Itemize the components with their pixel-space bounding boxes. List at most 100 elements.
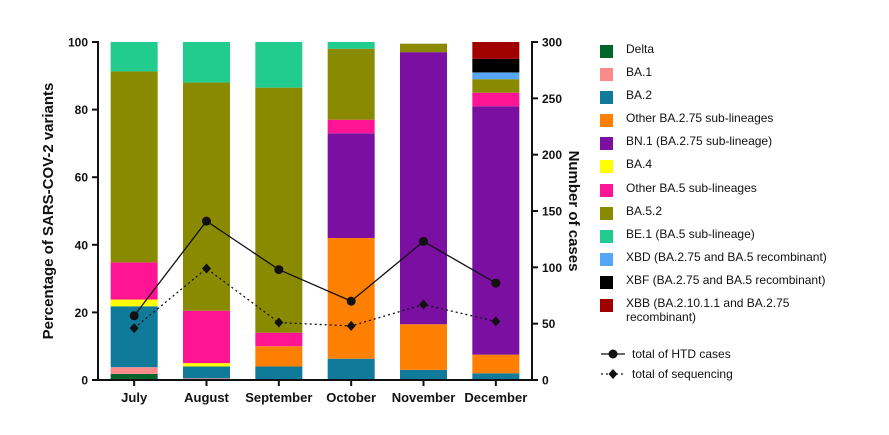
bar-segment <box>327 133 375 239</box>
legend-swatch <box>600 229 613 243</box>
x-tick-label: August <box>184 390 229 405</box>
line-point <box>346 320 356 331</box>
y-tick-label: 20 <box>75 306 89 320</box>
y2-axis-title: Number of cases <box>565 151 582 272</box>
legend-item: XBD (BA.2.75 and BA.5 recombinant) <box>600 250 885 273</box>
x-tick-label: October <box>326 390 376 405</box>
bar-segment <box>110 299 158 307</box>
y-tick-label: 40 <box>75 238 89 252</box>
y2-tick-label: 0 <box>542 374 549 388</box>
bar-segment <box>472 79 520 93</box>
lines-group <box>129 216 501 334</box>
legend-swatch <box>600 252 613 266</box>
line-total-of-htd-cases <box>133 220 497 317</box>
line-point <box>202 216 211 226</box>
legend-swatch <box>600 206 613 220</box>
line-point <box>274 265 284 275</box>
line-point <box>274 317 284 328</box>
line-legend-item: total of sequencing <box>600 364 733 384</box>
y-tick-label: 0 <box>81 374 88 388</box>
y-tick-label: 80 <box>75 103 89 117</box>
x-tick-label: July <box>121 390 148 405</box>
y2-tick-label: 250 <box>542 92 562 106</box>
legend-item: BA.1 <box>600 65 885 88</box>
legend-swatch <box>600 45 613 58</box>
bar-segment <box>255 87 303 333</box>
line-legend-key <box>601 369 625 379</box>
line-legend-label: total of sequencing <box>632 367 733 381</box>
legend-item: XBF (BA.2.75 and BA.5 recombinant) <box>600 273 885 296</box>
bar-segment <box>110 42 158 72</box>
legend-item: BN.1 (BA.2.75 sub-lineage) <box>600 134 885 157</box>
legend-label: BE.1 (BA.5 sub-lineage) <box>626 226 755 241</box>
bar-segment <box>327 48 375 120</box>
legend-item: BA.5.2 <box>600 204 885 227</box>
bar-segment <box>400 43 447 53</box>
bar-segment <box>183 366 230 379</box>
line-total-of-sequencing <box>133 267 496 329</box>
legend-item: Other BA.5 sub-lineages <box>600 181 885 204</box>
line-point <box>129 323 139 334</box>
bar-segment <box>183 42 230 83</box>
line-point <box>419 299 428 310</box>
legend-swatch <box>600 137 613 151</box>
bar-segment <box>472 58 520 73</box>
bar-segment <box>110 373 158 380</box>
bar-segment <box>255 346 303 367</box>
x-tick-label: December <box>464 390 527 405</box>
legend-item: XBB (BA.2.10.1.1 and BA.2.75 recombinant… <box>600 296 885 324</box>
legend-label: Other BA.2.75 sub-lineages <box>626 111 774 126</box>
bar-segment <box>255 332 303 347</box>
legend-label: BA.1 <box>626 65 653 80</box>
line-point <box>419 236 428 246</box>
legend-label: Other BA.5 sub-lineages <box>626 180 757 195</box>
y2-tick-label: 300 <box>542 36 562 50</box>
y-tick-label: 100 <box>68 36 88 50</box>
bar-segment <box>400 369 447 380</box>
bar-segment <box>472 42 520 59</box>
y2-tick-label: 50 <box>542 317 556 331</box>
legend-item: BE.1 (BA.5 sub-lineage) <box>600 227 885 250</box>
bar-segment <box>183 363 230 367</box>
y2-tick-label: 150 <box>542 205 562 219</box>
axes-group: 0 20 40 60 80 100 0 50 100 150 200 250 300 July August… <box>68 36 562 406</box>
bar-segment <box>472 92 520 107</box>
bar-segment <box>255 42 303 88</box>
bar-segment <box>472 354 520 374</box>
legend-swatch <box>600 160 613 174</box>
bar-segment <box>327 358 375 380</box>
line-point <box>346 296 356 306</box>
x-tick-label: September <box>245 390 312 405</box>
y-tick-label: 60 <box>75 171 89 185</box>
bars-group <box>110 42 520 380</box>
legend-label: BA.5.2 <box>626 203 663 218</box>
legend-swatch <box>600 91 613 105</box>
line-point <box>129 311 139 321</box>
line-point <box>491 316 501 327</box>
line-legend-key <box>601 349 625 359</box>
legend-swatch <box>600 299 613 313</box>
bar-segment <box>110 367 158 374</box>
line-point <box>491 278 501 288</box>
bar-segment <box>472 72 520 80</box>
legend-label: Delta <box>626 42 655 56</box>
bar-segment <box>110 71 158 263</box>
legend-label: BN.1 (BA.2.75 sub-lineage) <box>626 134 773 149</box>
y2-tick-label: 100 <box>542 261 562 275</box>
x-tick-label: November <box>392 390 456 405</box>
bar-segment <box>472 373 520 380</box>
legend-item: BA.2 <box>600 88 885 111</box>
bar-segment <box>400 52 447 325</box>
bar-segment <box>183 82 230 311</box>
legend-swatch <box>600 68 613 82</box>
line-legend-label: total of HTD cases <box>632 347 731 361</box>
legend-item: Delta <box>600 42 885 65</box>
y2-tick-label: 200 <box>542 148 562 162</box>
bar-segment <box>183 310 230 364</box>
legend-label: XBD (BA.2.75 and BA.5 recombinant) <box>626 249 827 264</box>
line-legend: total of HTD cases total of sequencing <box>600 344 733 384</box>
legend-swatch <box>600 275 613 289</box>
bar-segment <box>400 324 447 370</box>
bar-segment <box>472 106 520 355</box>
